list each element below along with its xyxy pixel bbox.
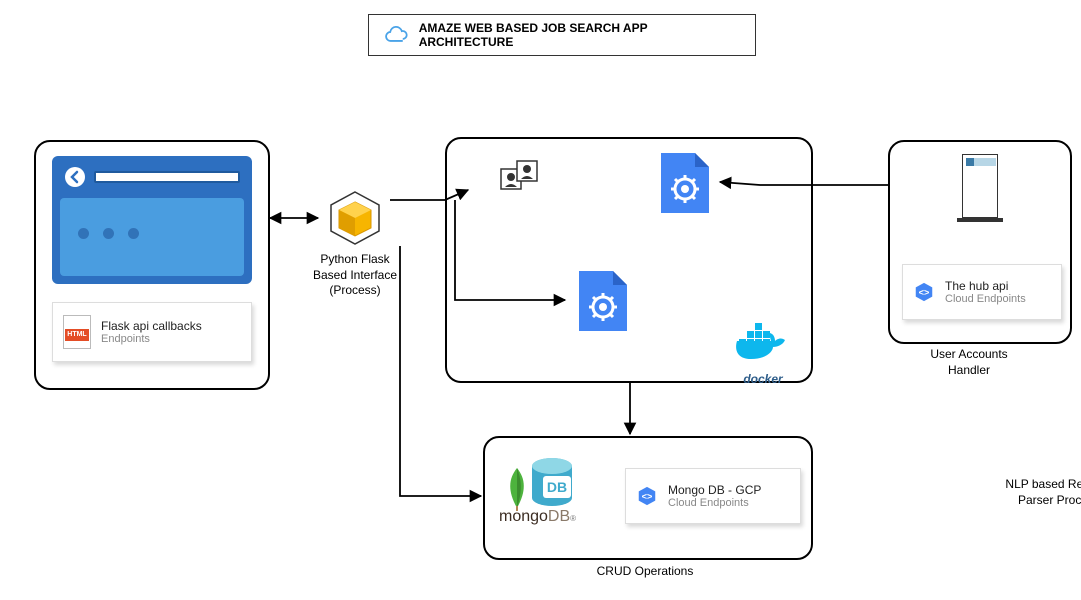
svg-text:DB: DB: [547, 479, 567, 495]
dot-icon: [103, 228, 114, 239]
external-api-box: External Job Search API <> The hub api C…: [888, 140, 1072, 344]
docker-node: docker: [733, 323, 793, 388]
back-arrow-icon: [64, 166, 86, 188]
hub-api-sub: Cloud Endpoints: [945, 293, 1026, 305]
crud-label: CRUD Operations: [565, 564, 725, 580]
user-accounts-label: User Accounts Handler: [923, 347, 1015, 378]
title-box: AMAZE WEB BASED JOB SEARCH APP ARCHITECT…: [368, 14, 756, 56]
db-barrel-icon: DB: [529, 456, 575, 512]
browser-window: [52, 156, 252, 284]
users-icon: [495, 159, 543, 203]
dot-icon: [78, 228, 89, 239]
web-interface-box: HTML Flask api callbacks Endpoints: [34, 140, 270, 390]
docker-label: docker: [733, 372, 793, 388]
server-icon: [962, 154, 1003, 222]
address-bar: [94, 171, 240, 183]
dot-icon: [128, 228, 139, 239]
mongo-db-text: DB: [548, 508, 570, 525]
mongo-leaf-icon: [503, 466, 531, 512]
title-text: AMAZE WEB BASED JOB SEARCH APP ARCHITECT…: [419, 21, 741, 49]
svg-text:<>: <>: [919, 288, 930, 298]
mongo-card-sub: Cloud Endpoints: [668, 497, 761, 509]
endpoints-hex-icon: <>: [636, 485, 658, 507]
diagram-canvas: AMAZE WEB BASED JOB SEARCH APP ARCHITECT…: [0, 0, 1081, 600]
python-flask-label: Python Flask Based Interface (Process): [312, 252, 398, 299]
python-flask-node: [320, 188, 390, 248]
mongo-card-title: Mongo DB - GCP: [668, 483, 761, 497]
cube-icon: [325, 188, 385, 248]
flask-card-sub: Endpoints: [101, 333, 202, 345]
mongo-card: <> Mongo DB - GCP Cloud Endpoints: [625, 468, 801, 524]
cloud-icon: [383, 25, 409, 45]
user-accounts-node: [495, 159, 543, 208]
docker-icon: [733, 323, 793, 367]
nlp-parser-node: [575, 267, 635, 339]
html-file-icon: HTML: [63, 315, 91, 349]
endpoints-hex-icon: <>: [913, 281, 935, 303]
mongo-logo: DB: [503, 456, 575, 512]
flask-card-title: Flask api callbacks: [101, 319, 202, 333]
fetch-jobs-node: [657, 149, 717, 221]
hub-api-card: <> The hub api Cloud Endpoints: [902, 264, 1062, 320]
browser-body: [60, 198, 244, 276]
mongo-box: DB mongoDB® <> Mongo DB - GCP Cloud Endp…: [483, 436, 813, 560]
hub-api-title: The hub api: [945, 279, 1026, 293]
svg-text:<>: <>: [642, 492, 653, 502]
processes-box: User Accounts Handler Fetch Jobs Process…: [445, 137, 813, 383]
flask-callbacks-card: HTML Flask api callbacks Endpoints: [52, 302, 252, 362]
nlp-parser-label: NLP based Resume Parser Process: [999, 477, 1081, 508]
